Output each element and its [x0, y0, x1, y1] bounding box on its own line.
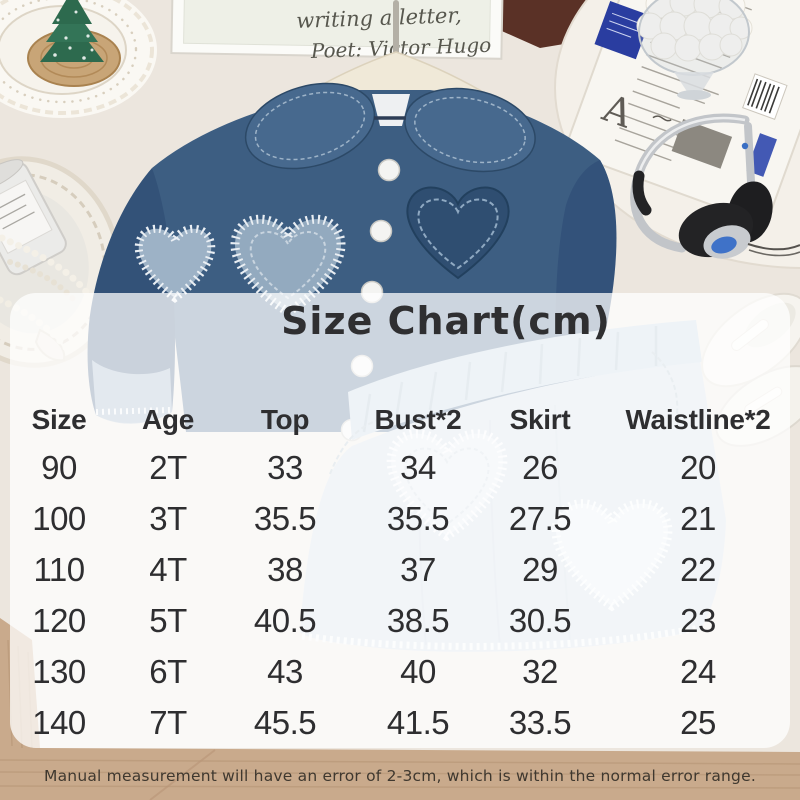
table-cell: 27.5 [508, 500, 572, 537]
table-cell: 38.5 [386, 602, 450, 639]
book-blue-sticker [594, 0, 652, 60]
headphones [630, 113, 800, 259]
table-cell: 100 [32, 500, 86, 537]
column-header-age: Age [142, 404, 194, 435]
table-cell: 5T [149, 602, 187, 639]
table-cell: 33 [267, 449, 303, 486]
heart-pocket [406, 186, 510, 280]
table-cell: 7T [149, 704, 187, 741]
table-cell: 33.5 [508, 704, 572, 741]
table-cell: 6T [149, 653, 187, 690]
table-cell: 24 [680, 653, 716, 690]
table-cell: 37 [400, 551, 436, 588]
table-row: 110 4T 38 37 29 22 [0, 550, 800, 590]
table-row: 90 2T 33 34 26 20 [0, 448, 800, 488]
table-cell: 21 [680, 500, 716, 537]
table-cell: 22 [680, 551, 716, 588]
headband-pad [632, 170, 652, 216]
column-header-bust: Bust*2 [374, 404, 462, 435]
table-cell: 40 [400, 653, 436, 690]
table-cell: 110 [33, 551, 85, 588]
table-cell: 43 [267, 653, 303, 690]
christmas-tree [27, 0, 121, 87]
table-cell: 23 [680, 602, 716, 639]
table-cell: 30.5 [508, 602, 572, 639]
table-row: 130 6T 43 40 32 24 [0, 652, 800, 692]
table-cell: 4T [149, 551, 187, 588]
table-cell: 45.5 [253, 704, 317, 741]
table-cell: 25 [680, 704, 716, 741]
column-header-waistline: Waistline*2 [625, 404, 771, 435]
table-cell: 35.5 [386, 500, 450, 537]
picture-frame: writing a letter, Poet: Victor Hugo [170, 0, 505, 63]
table-cell: 120 [32, 602, 86, 639]
table-cell: 90 [41, 449, 77, 486]
column-header-size: Size [31, 404, 87, 435]
table-cell: 38 [267, 551, 303, 588]
column-header-skirt: Skirt [509, 404, 571, 435]
table-cell: 40.5 [253, 602, 317, 639]
table-cell: 29 [522, 551, 558, 588]
pearl-necklace [0, 234, 92, 298]
table-row: 120 5T 40.5 38.5 30.5 23 [0, 601, 800, 641]
table-row: 140 7T 45.5 41.5 33.5 25 [0, 703, 800, 743]
table-cell: 3T [149, 500, 187, 537]
glass-jar [0, 159, 67, 276]
collar-left [244, 82, 376, 170]
table-cell: 130 [32, 653, 86, 690]
measurement-note: Manual measurement will have an error of… [44, 767, 756, 785]
book-photo [671, 119, 733, 169]
hanger-hook [393, 0, 399, 58]
table-cell: 32 [522, 653, 558, 690]
table-cell: 34 [400, 449, 436, 486]
size-chart-panel [10, 293, 790, 748]
table-cell: 20 [680, 449, 716, 486]
bubble-candle [636, 0, 753, 100]
frame-quote-line1: writing a letter, [296, 3, 462, 33]
table-cell: 2T [149, 449, 187, 486]
table-cell: 26 [522, 449, 558, 486]
table-cell: 41.5 [386, 704, 450, 741]
table-header-row: Size Age Top Bust*2 Skirt Waistline*2 [0, 400, 800, 440]
table-cell: 140 [32, 704, 86, 741]
table-cell: 35.5 [253, 500, 317, 537]
size-chart-title: Size Chart(cm) [281, 299, 611, 343]
column-header-top: Top [260, 404, 310, 435]
table-row: 100 3T 35.5 35.5 27.5 21 [0, 499, 800, 539]
